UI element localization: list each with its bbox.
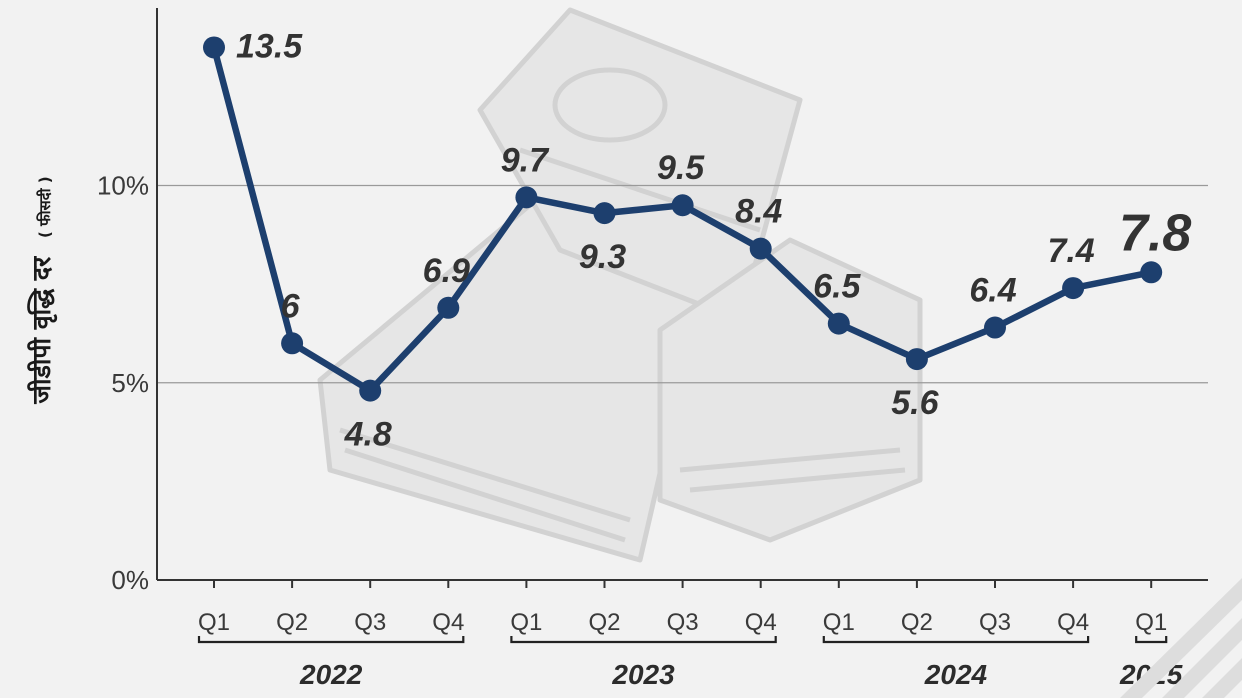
data-point	[1062, 277, 1085, 300]
x-tick-label: Q4	[745, 609, 777, 636]
data-point	[1140, 261, 1163, 284]
data-point	[515, 186, 538, 209]
x-tick-label: Q3	[354, 609, 386, 636]
data-point	[984, 316, 1006, 339]
data-points	[203, 36, 1163, 402]
x-tick-label: Q3	[667, 609, 699, 636]
data-label: 8.4	[735, 193, 782, 231]
x-tick-label: Q1	[1135, 609, 1167, 636]
data-label: 7.4	[1047, 232, 1094, 270]
year-label: 2023	[611, 659, 675, 690]
data-label: 9.7	[501, 141, 550, 179]
gridlines	[157, 184, 1208, 384]
data-label: 9.3	[579, 238, 626, 276]
year-bracket	[822, 636, 1090, 644]
corner-stripes	[1120, 578, 1242, 698]
data-point	[671, 194, 694, 217]
data-labels: 13.5 6 4.8 6.9 9.7 9.3 9.5 8.4 6.5 5.6 6.4 7.4 7.8	[236, 27, 1191, 453]
data-point	[203, 36, 225, 59]
y-axis-title-main: जीडीपी वृद्धि दर	[27, 255, 58, 405]
y-tick-label: 10%	[97, 171, 149, 201]
x-tick-label: Q2	[588, 609, 620, 636]
year-label: 2022	[299, 659, 363, 690]
data-label: 9.5	[657, 149, 705, 187]
money-stack-icon	[317, 7, 923, 563]
x-tick-labels: Q1 Q2 Q3 Q4 Q1 Q2 Q3 Q4 Q1 Q2 Q3 Q4 Q1	[198, 609, 1167, 636]
data-label: 6.5	[813, 268, 861, 306]
year-groups: 2022202320242025	[197, 636, 1183, 690]
x-tick-label: Q2	[901, 609, 933, 636]
data-label: 6.4	[969, 272, 1016, 310]
data-point	[593, 202, 616, 225]
y-axis-title: जीडीपी वृद्धि दर ( फीसदी )	[27, 176, 58, 404]
x-tick-label: Q4	[1057, 609, 1089, 636]
data-point	[281, 332, 304, 355]
data-label-highlight: 7.8	[1119, 204, 1191, 262]
data-point	[905, 348, 928, 371]
axes	[156, 8, 1208, 588]
x-tick-label: Q3	[979, 609, 1011, 636]
year-bracket	[510, 636, 777, 644]
x-tick-label: Q1	[198, 609, 230, 636]
data-label: 5.6	[891, 384, 939, 422]
data-point	[749, 237, 772, 260]
x-tick-label: Q1	[510, 609, 542, 636]
y-axis-title-unit: ( फीसदी )	[36, 176, 54, 238]
data-point	[359, 379, 382, 402]
year-bracket	[1135, 636, 1168, 644]
y-tick-label: 0%	[111, 565, 149, 595]
x-tick-label: Q1	[823, 609, 855, 636]
data-point	[827, 312, 850, 335]
y-tick-labels: 0% 5% 10%	[97, 171, 149, 595]
data-label: 13.5	[236, 27, 303, 65]
data-label: 6	[281, 287, 301, 325]
year-label: 2024	[924, 659, 988, 690]
year-bracket	[197, 636, 465, 644]
data-label: 6.9	[423, 252, 470, 290]
y-tick-label: 5%	[111, 368, 149, 398]
x-tick-label: Q2	[276, 609, 308, 636]
data-point	[437, 296, 460, 319]
x-tick-label: Q4	[432, 609, 464, 636]
data-label: 4.8	[344, 416, 392, 454]
